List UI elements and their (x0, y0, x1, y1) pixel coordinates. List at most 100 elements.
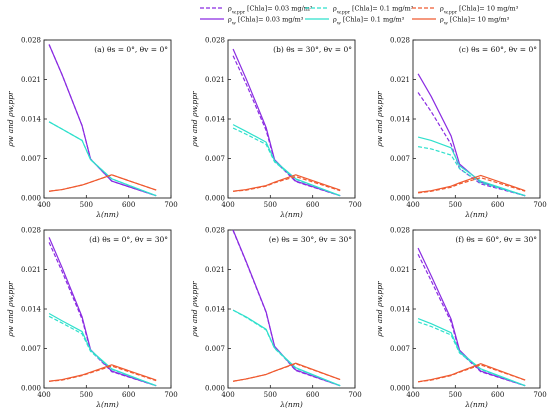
x-tick-label: 700 (164, 201, 177, 209)
series-line-m01-ppr (48, 315, 157, 387)
legend-label: ρw [Chla]= 10 mg/m³ (440, 16, 510, 27)
series-line-m003-ppr (232, 230, 341, 387)
series-line-m10-ppr (418, 364, 526, 383)
panel-title: (d) θs = 0°, θv = 30° (89, 235, 168, 244)
series-line-m10-ppr (49, 174, 157, 192)
series-line-m10-ppr (233, 175, 341, 192)
series-line-m01-ppr (417, 321, 526, 387)
y-tick-label: 0.000 (390, 194, 410, 202)
y-tick-label: 0.014 (205, 115, 226, 123)
y-tick-label: 0.028 (390, 36, 410, 44)
series-line-m10 (49, 174, 157, 192)
series-line-m01-ppr (48, 121, 157, 197)
y-axis-label: ρw and ρw,ppr (190, 281, 199, 338)
x-tick-label: 500 (80, 391, 93, 399)
x-axis-label: λ(nm) (464, 400, 488, 409)
panel-title: (b) θs = 30°, θv = 0° (273, 45, 352, 54)
x-tick-label: 700 (164, 391, 177, 399)
legend-label: ρw,ppr [Chla]= 0.1 mg/m³ (333, 5, 414, 16)
x-tick-label: 600 (306, 201, 319, 209)
x-tick-label: 400 (406, 201, 419, 209)
x-tick-label: 400 (221, 201, 234, 209)
y-tick-label: 0.021 (390, 266, 410, 274)
plot-frame (412, 229, 541, 389)
y-tick-label: 0.028 (21, 226, 41, 234)
series-line-m003 (232, 229, 341, 387)
legend-item: ρw [Chla]= 0.03 mg/m³ (200, 16, 304, 27)
series-line-m10-ppr (418, 177, 526, 194)
y-tick-label: 0.021 (21, 266, 41, 274)
series-line-m01-ppr (417, 146, 526, 197)
panel-title: (c) θs = 60°, θv = 0° (459, 45, 537, 54)
y-tick-label: 0.000 (205, 384, 225, 392)
legend-item: ρw,ppr [Chla]= 10 mg/m³ (412, 5, 519, 16)
x-tick-label: 500 (264, 391, 277, 399)
y-tick-label: 0.007 (390, 155, 410, 163)
x-axis-label: λ(nm) (95, 210, 119, 219)
chart-panel: 400 500 600 700 0.000 0.007 0.014 0.021 0.028 (c)… (375, 36, 547, 219)
series-line-m01-ppr (232, 127, 341, 197)
chart-panel: 400 500 600 700 0.000 0.007 0.014 0.021 0.028 (e)… (190, 226, 362, 409)
legend-item: ρw,ppr [Chla]= 0.1 mg/m³ (305, 5, 414, 16)
panel-title: (f) θs = 60°, θv = 30° (455, 235, 537, 244)
y-axis-label: ρw and ρw,ppr (6, 281, 15, 338)
x-tick-label: 400 (37, 391, 50, 399)
series-line-m003 (417, 73, 526, 197)
y-tick-label: 0.014 (21, 305, 42, 313)
series-line-m10-ppr (49, 365, 157, 382)
x-axis-label: λ(nm) (279, 400, 303, 409)
y-tick-label: 0.000 (21, 194, 41, 202)
x-tick-label: 500 (449, 391, 462, 399)
panel-title: (a) θs = 0°, θv = 0° (94, 45, 168, 54)
chart-panels: 400 500 600 700 0.000 0.007 0.014 0.021 0.028 (a)… (6, 36, 547, 409)
legend-label: ρw,ppr [Chla]= 10 mg/m³ (440, 5, 519, 16)
x-tick-label: 700 (533, 201, 546, 209)
y-tick-label: 0.014 (21, 115, 42, 123)
y-tick-label: 0.000 (205, 194, 225, 202)
series-line-m10-ppr (232, 363, 341, 382)
series-line-m10 (49, 364, 157, 382)
legend-item: ρw,ppr [Chla]= 0.03 mg/m³ (200, 5, 313, 16)
x-axis-label: λ(nm) (95, 400, 119, 409)
y-tick-label: 0.000 (390, 384, 410, 392)
plot-frame (227, 39, 356, 199)
legend-item: ρw [Chla]= 0.1 mg/m³ (305, 16, 405, 26)
y-tick-label: 0.028 (205, 36, 225, 44)
y-tick-label: 0.021 (390, 76, 410, 84)
series-line-m003-ppr (48, 242, 157, 387)
y-tick-label: 0.014 (390, 305, 411, 313)
series-line-m01 (417, 136, 526, 197)
x-tick-label: 500 (80, 201, 93, 209)
y-axis-label: ρw and ρw,ppr (190, 91, 199, 148)
series-line-m01 (417, 318, 526, 387)
series-line-m003-ppr (232, 55, 341, 197)
legend-label: ρw [Chla]= 0.03 mg/m³ (228, 16, 304, 27)
y-tick-label: 0.007 (21, 345, 41, 353)
x-tick-label: 400 (221, 391, 234, 399)
series-line-m003 (232, 48, 341, 197)
y-axis-label: ρw and ρw,ppr (375, 91, 384, 148)
series-line-m01-ppr (232, 309, 341, 387)
y-tick-label: 0.021 (205, 266, 225, 274)
x-tick-label: 700 (533, 391, 546, 399)
x-tick-label: 700 (348, 391, 361, 399)
y-tick-label: 0.028 (390, 226, 410, 234)
x-tick-label: 500 (449, 201, 462, 209)
x-tick-label: 600 (122, 391, 135, 399)
y-tick-label: 0.007 (205, 345, 225, 353)
y-tick-label: 0.021 (21, 76, 41, 84)
y-tick-label: 0.007 (21, 155, 41, 163)
legend-item: ρw [Chla]= 10 mg/m³ (412, 16, 510, 27)
x-axis-label: λ(nm) (464, 210, 488, 219)
chart-panel: 400 500 600 700 0.000 0.007 0.014 0.021 0.028 (d)… (6, 226, 178, 409)
x-tick-label: 600 (122, 201, 135, 209)
x-tick-label: 400 (406, 391, 419, 399)
series-line-m003 (48, 44, 157, 197)
y-tick-label: 0.028 (205, 226, 225, 234)
y-tick-label: 0.014 (205, 305, 226, 313)
chart-panel: 400 500 600 700 0.000 0.007 0.014 0.021 0.028 (f)… (375, 226, 547, 409)
series-line-m10 (233, 174, 341, 192)
legend-label: ρw,ppr [Chla]= 0.03 mg/m³ (228, 5, 313, 16)
series-line-m01 (232, 309, 341, 387)
